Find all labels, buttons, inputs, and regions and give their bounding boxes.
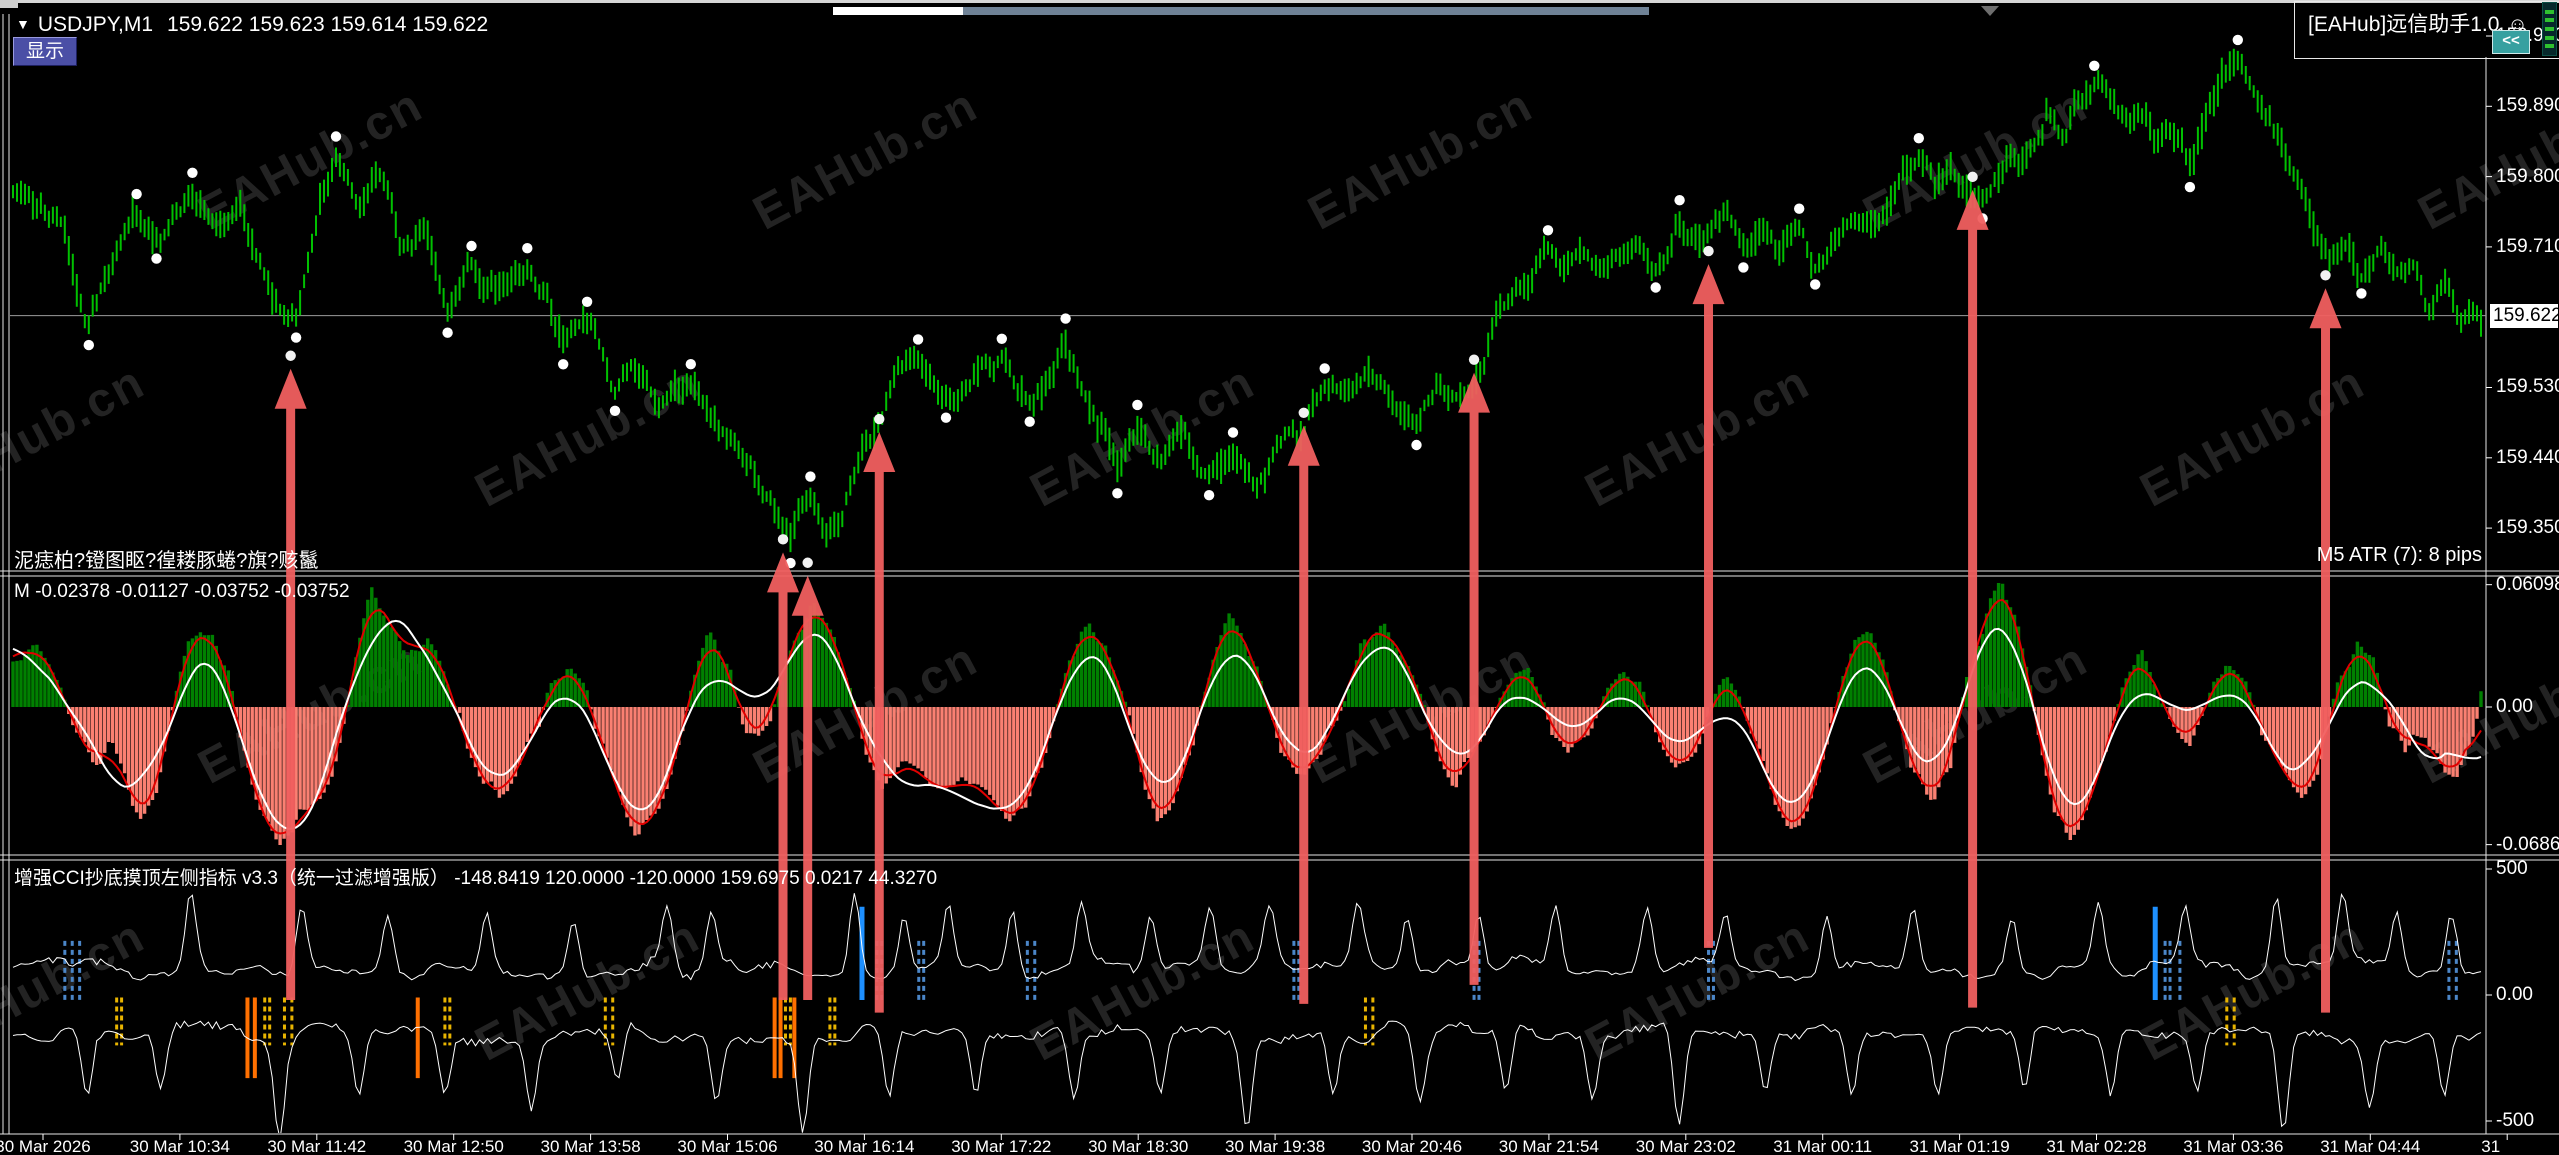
chart-title: ▼ USDJPY,M1 159.622 159.623 159.614 159.62… bbox=[16, 13, 488, 37]
chevron-down-icon[interactable]: ▼ bbox=[16, 16, 30, 32]
ohlc-values: 159.622 159.623 159.614 159.622 bbox=[167, 13, 489, 36]
window-top-corner bbox=[0, 0, 18, 8]
chart-shift-marker-icon[interactable] bbox=[1981, 6, 1999, 16]
macd-tick-label: 0.06098 bbox=[2496, 573, 2559, 595]
cci-signal-bars bbox=[63, 906, 2458, 1079]
indicator-overlay-text: 泥痣柏?镫图眍?徨耧豚蜷?旗?赅鬣 bbox=[14, 550, 319, 572]
time-tick-label: 30 Mar 18:30 bbox=[1088, 1137, 1189, 1155]
window-top-edge bbox=[0, 0, 2559, 3]
time-tick-label: 30 Mar 10:34 bbox=[129, 1137, 230, 1155]
macd-tick-label: 0.00 bbox=[2496, 696, 2533, 717]
buy-arrows bbox=[274, 171, 2342, 1013]
time-tick-label: 31 Mar 03:36 bbox=[2183, 1137, 2284, 1155]
price-tick-label: 159.800 bbox=[2496, 165, 2559, 187]
time-tick-label: 31 Mar 01:19 bbox=[1909, 1137, 2010, 1155]
current-price-tag: 159.622 bbox=[2490, 303, 2559, 328]
price-tick-label: 159.710 bbox=[2496, 235, 2559, 257]
time-tick-label: 30 Mar 12:50 bbox=[403, 1137, 504, 1155]
cci-tick-label: -500 bbox=[2496, 1110, 2535, 1131]
connection-bars-icon bbox=[2542, 2, 2557, 56]
price-tick-label: 159.890 bbox=[2496, 95, 2559, 117]
time-tick-label: 30 Mar 2026 bbox=[0, 1137, 91, 1155]
time-tick-label: 30 Mar 16:14 bbox=[814, 1137, 915, 1155]
time-tick-label: 30 Mar 20:46 bbox=[1361, 1137, 1463, 1155]
ea-panel-frame bbox=[2294, 1, 2559, 59]
symbol-period-label: USDJPY,M1 bbox=[37, 13, 154, 36]
show-button[interactable]: 显示 bbox=[13, 37, 77, 66]
price-tick-label: 159.530 bbox=[2496, 376, 2559, 398]
macd-panel bbox=[11, 583, 2483, 845]
chart-scrollbar-track[interactable] bbox=[963, 7, 1649, 15]
collapse-panel-button[interactable]: << bbox=[2492, 30, 2530, 54]
time-tick-label: 31 Mar 02:28 bbox=[2046, 1137, 2147, 1155]
time-tick-label: 31 Mar 00:11 bbox=[1773, 1137, 1873, 1155]
time-tick-label: 30 Mar 19:38 bbox=[1225, 1137, 1326, 1155]
panel-frames bbox=[0, 14, 2559, 1135]
ea-badge-label: [EAHub]远信助手1.0 bbox=[2308, 13, 2500, 36]
time-tick-label: 30 Mar 21:54 bbox=[1498, 1137, 1599, 1155]
cci-tick-label: 0.00 bbox=[2496, 984, 2533, 1005]
time-tick-label: 30 Mar 17:22 bbox=[951, 1137, 1052, 1155]
price-tick-label: 159.440 bbox=[2496, 446, 2559, 468]
macd-tick-label: -0.06861 bbox=[2496, 833, 2559, 855]
time-tick-label: 31 Mar 05:52 bbox=[2481, 1137, 2501, 1155]
time-tick-label: 30 Mar 13:58 bbox=[540, 1137, 641, 1155]
cci-upper-trace bbox=[12, 893, 2482, 982]
macd-indicator-label: M -0.02378 -0.01127 -0.03752 -0.03752 bbox=[14, 581, 350, 602]
price-tick-label: 159.350 bbox=[2496, 517, 2559, 539]
cci-panel bbox=[12, 893, 2482, 1133]
chart-scrollbar-thumb[interactable] bbox=[833, 7, 963, 15]
time-tick-label: 30 Mar 23:02 bbox=[1635, 1137, 1736, 1155]
price-panel bbox=[10, 34, 2486, 569]
cci-lower-trace bbox=[12, 1020, 2482, 1133]
signal-dots bbox=[83, 34, 2367, 569]
time-tick-label: 30 Mar 11:42 bbox=[267, 1137, 367, 1155]
time-tick-label: 30 Mar 15:06 bbox=[677, 1137, 778, 1155]
cci-tick-label: 500 bbox=[2496, 858, 2528, 879]
time-tick-label: 31 Mar 04:44 bbox=[2320, 1137, 2421, 1155]
cci-indicator-label: 增强CCI抄底摸顶左侧指标 v3.3（统一过滤增强版） -148.8419 12… bbox=[14, 868, 938, 889]
atr-label: M5 ATR (7): 8 pips bbox=[2316, 544, 2482, 566]
